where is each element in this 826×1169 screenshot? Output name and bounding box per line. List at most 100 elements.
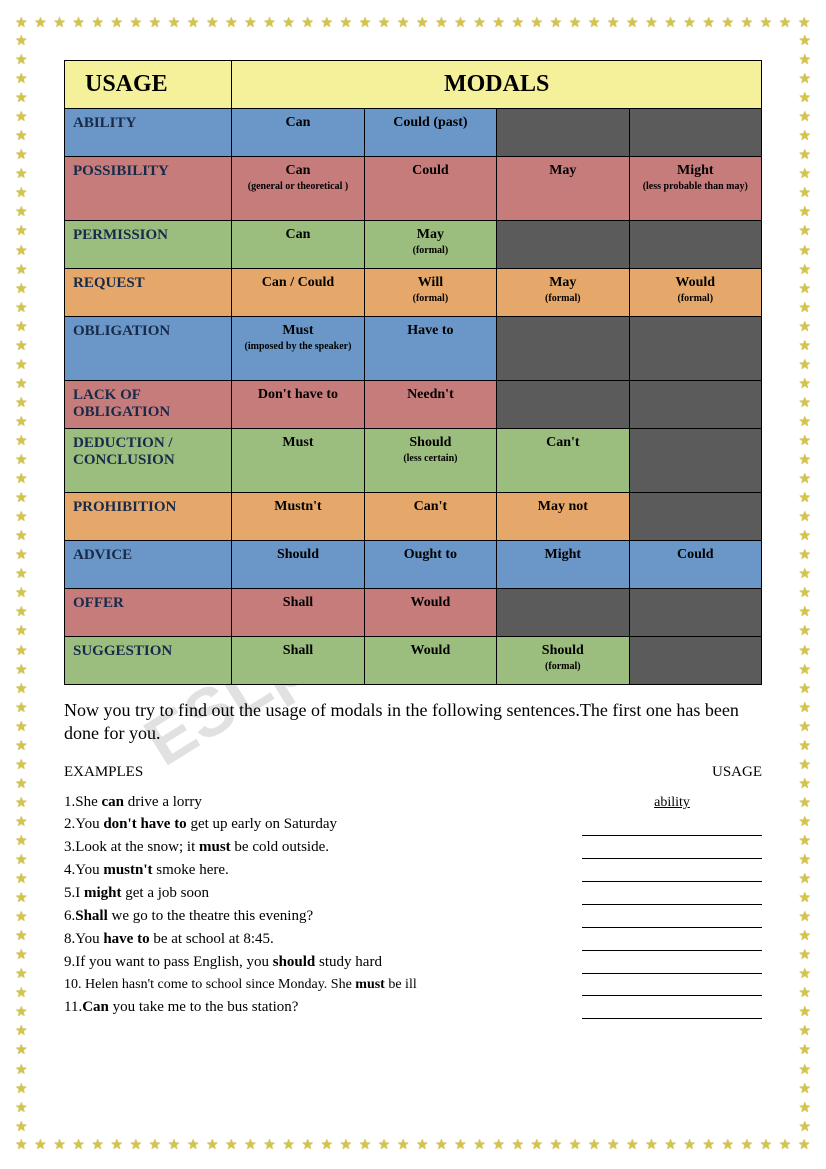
star-icon: ★: [798, 509, 811, 526]
example-answer[interactable]: [582, 860, 762, 882]
star-icon: ★: [282, 1137, 295, 1154]
star-icon: ★: [15, 814, 28, 831]
modal-main: May not: [538, 499, 588, 514]
star-icon: ★: [531, 1137, 544, 1154]
star-icon: ★: [798, 33, 811, 50]
star-icon: ★: [798, 776, 811, 793]
example-row: 4.You mustn't smoke here.: [64, 859, 762, 882]
star-icon: ★: [798, 566, 811, 583]
example-text: 6.Shall we go to the theatre this evenin…: [64, 905, 582, 928]
modal-main: Can: [286, 227, 311, 242]
star-icon: ★: [15, 852, 28, 869]
star-icon: ★: [473, 1137, 486, 1154]
modal-main: Mustn't: [274, 499, 321, 514]
modal-sub: (formal): [638, 293, 753, 304]
star-icon: ★: [110, 15, 123, 32]
star-icon: ★: [607, 1137, 620, 1154]
star-icon: ★: [798, 433, 811, 450]
star-icon: ★: [798, 890, 811, 907]
star-icon: ★: [721, 15, 734, 32]
star-icon: ★: [91, 1137, 104, 1154]
star-icon: ★: [15, 300, 28, 317]
star-icon: ★: [149, 15, 162, 32]
modal-cell: [629, 221, 761, 269]
star-icon: ★: [15, 604, 28, 621]
example-row: 1.She can drive a lorryability: [64, 791, 762, 814]
modal-main: May: [549, 163, 576, 178]
modals-table: USAGE MODALS ABILITYCanCould (past)POSSI…: [64, 60, 762, 685]
star-icon: ★: [263, 15, 276, 32]
star-icon: ★: [664, 15, 677, 32]
star-icon: ★: [454, 15, 467, 32]
star-icon: ★: [798, 1004, 811, 1021]
modal-cell: Ought to: [364, 541, 496, 589]
star-icon: ★: [15, 243, 28, 260]
examples-header: EXAMPLES USAGE: [64, 764, 762, 781]
example-answer[interactable]: [582, 952, 762, 974]
star-icon: ★: [15, 109, 28, 126]
star-icon: ★: [15, 833, 28, 850]
example-text: 1.She can drive a lorry: [64, 791, 582, 814]
star-icon: ★: [15, 776, 28, 793]
star-icon: ★: [798, 319, 811, 336]
worksheet-page: ★ ★ ★ ★ ★ ★ ★ ★ ★ ★ ★ ★ ★ ★ ★ ★ ★ ★ ★ ★ ★ ★ ★ ★ ★ ★ ★ ★ ★ ★ ★ ★ ★ ★ ★ ★ ★ ★ ★ ★…: [0, 0, 826, 1169]
star-icon: ★: [798, 643, 811, 660]
star-icon: ★: [15, 738, 28, 755]
modal-main: Shall: [283, 595, 313, 610]
star-icon: ★: [53, 15, 66, 32]
table-row: REQUESTCan / CouldWill(formal)May(formal…: [65, 269, 762, 317]
star-icon: ★: [15, 52, 28, 69]
modal-cell: [497, 381, 629, 429]
example-answer[interactable]: [582, 906, 762, 928]
modal-sub: (formal): [373, 293, 488, 304]
example-row: 11.Can you take me to the bus station?: [64, 996, 762, 1019]
example-answer[interactable]: [582, 997, 762, 1019]
example-answer[interactable]: [582, 929, 762, 951]
star-icon: ★: [15, 204, 28, 221]
star-icon: ★: [569, 15, 582, 32]
modal-main: Would: [411, 643, 451, 658]
example-text: 9.If you want to pass English, you shoul…: [64, 951, 582, 974]
category-cell: POSSIBILITY: [65, 157, 232, 221]
modal-cell: [629, 493, 761, 541]
star-icon: ★: [721, 1137, 734, 1154]
star-icon: ★: [168, 1137, 181, 1154]
star-icon: ★: [664, 1137, 677, 1154]
star-icon: ★: [15, 185, 28, 202]
star-icon: ★: [15, 509, 28, 526]
modal-main: May: [417, 227, 444, 242]
example-answer[interactable]: [582, 814, 762, 836]
category-cell: PERMISSION: [65, 221, 232, 269]
star-icon: ★: [798, 128, 811, 145]
star-icon: ★: [15, 1100, 28, 1117]
star-icon: ★: [435, 1137, 448, 1154]
example-answer[interactable]: [582, 883, 762, 905]
star-icon: ★: [15, 547, 28, 564]
star-icon: ★: [645, 1137, 658, 1154]
modal-cell: [629, 589, 761, 637]
star-icon: ★: [15, 890, 28, 907]
star-icon: ★: [15, 985, 28, 1002]
modal-sub: (general or theoretical ): [240, 181, 355, 192]
star-icon: ★: [760, 15, 773, 32]
modal-cell: May(formal): [497, 269, 629, 317]
modal-cell: Would: [364, 589, 496, 637]
modal-cell: Can: [232, 109, 364, 157]
category-cell: SUGGESTION: [65, 637, 232, 685]
star-icon: ★: [15, 452, 28, 469]
modal-cell: [629, 429, 761, 493]
star-icon: ★: [588, 15, 601, 32]
modal-main: Might: [677, 163, 714, 178]
table-header-row: USAGE MODALS: [65, 61, 762, 109]
star-icon: ★: [34, 1137, 47, 1154]
star-icon: ★: [798, 223, 811, 240]
example-answer[interactable]: [582, 974, 762, 996]
star-icon: ★: [15, 643, 28, 660]
example-text: 5.I might get a job soon: [64, 882, 582, 905]
modal-cell: Shall: [232, 589, 364, 637]
modal-cell: [629, 109, 761, 157]
example-row: 6.Shall we go to the theatre this evenin…: [64, 905, 762, 928]
star-icon: ★: [607, 15, 620, 32]
star-icon: ★: [798, 585, 811, 602]
example-answer[interactable]: [582, 837, 762, 859]
